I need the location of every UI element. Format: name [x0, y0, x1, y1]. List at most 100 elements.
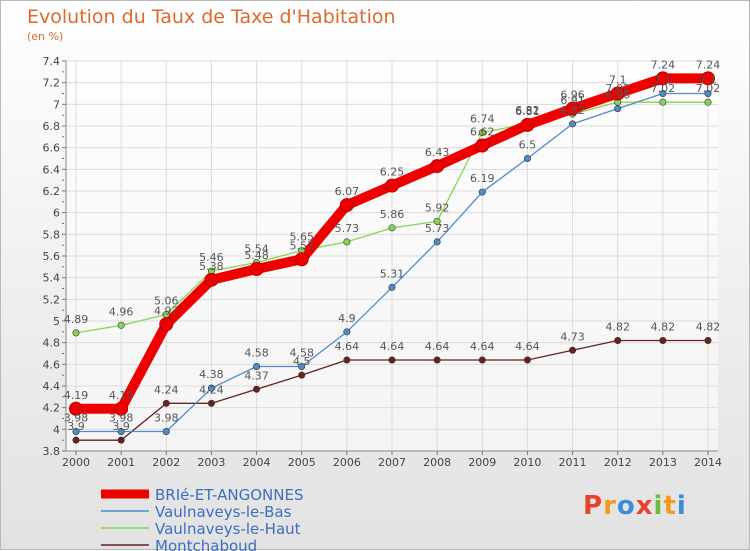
chart-title: Evolution du Taux de Taxe d'Habitation	[27, 6, 396, 28]
data-label: 4.64	[470, 340, 495, 353]
data-point	[475, 138, 490, 153]
data-label: 4.37	[244, 369, 269, 382]
x-tick-label: 2003	[197, 456, 225, 469]
legend-label: BRIé-ET-ANGONNES	[155, 486, 303, 504]
data-label: 5.73	[425, 222, 450, 235]
data-point	[298, 371, 306, 379]
data-point	[614, 105, 622, 113]
data-point	[565, 101, 580, 116]
data-point	[117, 321, 125, 329]
y-tick-label: 6	[53, 207, 60, 220]
data-label: 6.07	[335, 185, 360, 198]
y-tick-label: 5.8	[43, 228, 61, 241]
data-point	[704, 98, 712, 106]
data-label: 6.62	[470, 126, 495, 139]
data-label: 5.54	[244, 243, 269, 256]
y-tick-label: 5.6	[43, 250, 61, 263]
data-point	[72, 436, 80, 444]
data-label: 7.24	[696, 58, 721, 71]
data-label: 4.82	[605, 321, 630, 334]
data-point	[253, 362, 261, 370]
data-label: 7.1	[654, 74, 672, 87]
data-label: 5.86	[380, 208, 405, 221]
data-label: 7.1	[699, 74, 717, 87]
y-tick-label: 6.6	[43, 142, 61, 155]
x-tick-label: 2002	[152, 456, 180, 469]
y-tick-label: 7	[53, 98, 60, 111]
data-point	[655, 71, 670, 86]
data-label: 4.5	[293, 355, 311, 368]
data-point	[117, 427, 125, 435]
data-point	[478, 188, 486, 196]
data-point	[520, 117, 535, 132]
data-point	[433, 356, 441, 364]
y-tick-label: 6.4	[43, 163, 61, 176]
data-label: 4.24	[199, 383, 224, 396]
y-tick-label: 4.8	[43, 337, 61, 350]
data-point	[162, 427, 170, 435]
data-point	[569, 120, 577, 128]
data-label: 5.31	[380, 267, 405, 280]
data-label: 7.02	[651, 82, 676, 95]
y-tick-label: 7.2	[43, 77, 61, 90]
data-label: 7.02	[605, 82, 630, 95]
data-label: 4.9	[338, 312, 356, 325]
data-label: 4.64	[425, 340, 450, 353]
unit-label: (en %)	[27, 30, 64, 43]
data-label: 5.65	[289, 231, 314, 244]
data-label: 3.98	[109, 412, 134, 425]
data-point	[430, 159, 445, 174]
data-point	[298, 362, 306, 370]
data-label: 4.97	[154, 304, 179, 317]
x-tick-label: 2004	[243, 456, 271, 469]
x-tick-label: 2012	[604, 456, 632, 469]
data-label: 6.91	[560, 94, 585, 107]
logo-letter: r	[603, 491, 617, 521]
data-label: 5.46	[199, 251, 224, 264]
legend: BRIé-ET-ANGONNESVaulnaveys-le-BasVaulnav…	[101, 486, 303, 551]
data-point	[704, 336, 712, 344]
data-point	[159, 317, 174, 332]
data-label: 6.96	[605, 89, 630, 102]
data-label: 4.89	[64, 313, 89, 326]
data-label: 5.06	[154, 295, 179, 308]
data-label: 7.24	[651, 58, 676, 71]
y-tick-label: 5.2	[43, 293, 61, 306]
data-label: 4.64	[515, 340, 540, 353]
x-tick-label: 2009	[468, 456, 496, 469]
data-point	[343, 238, 351, 246]
data-label: 6.82	[560, 104, 585, 117]
data-point	[659, 98, 667, 106]
data-point	[388, 356, 396, 364]
data-label: 4.24	[154, 383, 179, 396]
data-point	[478, 356, 486, 364]
data-point	[72, 427, 80, 435]
data-point	[388, 224, 396, 232]
data-label: 6.96	[560, 89, 585, 102]
data-point	[162, 399, 170, 407]
data-point	[69, 401, 83, 416]
data-label: 4.64	[335, 340, 360, 353]
x-tick-label: 2010	[513, 456, 541, 469]
data-label: 3.98	[64, 412, 89, 425]
logo-letter: t	[663, 491, 677, 521]
data-label: 6.5	[519, 139, 537, 152]
data-point	[433, 238, 441, 246]
x-tick-label: 2013	[649, 456, 677, 469]
y-tick-label: 6.8	[43, 120, 61, 133]
legend-label: Vaulnaveys-le-Haut	[155, 520, 301, 538]
logo-letter: x	[635, 491, 654, 521]
data-point	[701, 71, 715, 86]
data-point	[569, 346, 577, 354]
data-point	[204, 272, 219, 287]
data-point	[388, 283, 396, 291]
data-label: 4.82	[651, 321, 676, 334]
data-label: 3.9	[112, 420, 130, 433]
legend-label: Montchaboud	[155, 537, 257, 551]
data-point	[433, 217, 441, 225]
y-tick-label: 5.4	[43, 272, 61, 285]
x-tick-label: 2014	[694, 456, 722, 469]
axes: 3.844.24.44.64.855.25.45.65.866.26.46.66…	[43, 55, 723, 469]
logo-letter: o	[616, 491, 636, 521]
data-point	[343, 356, 351, 364]
